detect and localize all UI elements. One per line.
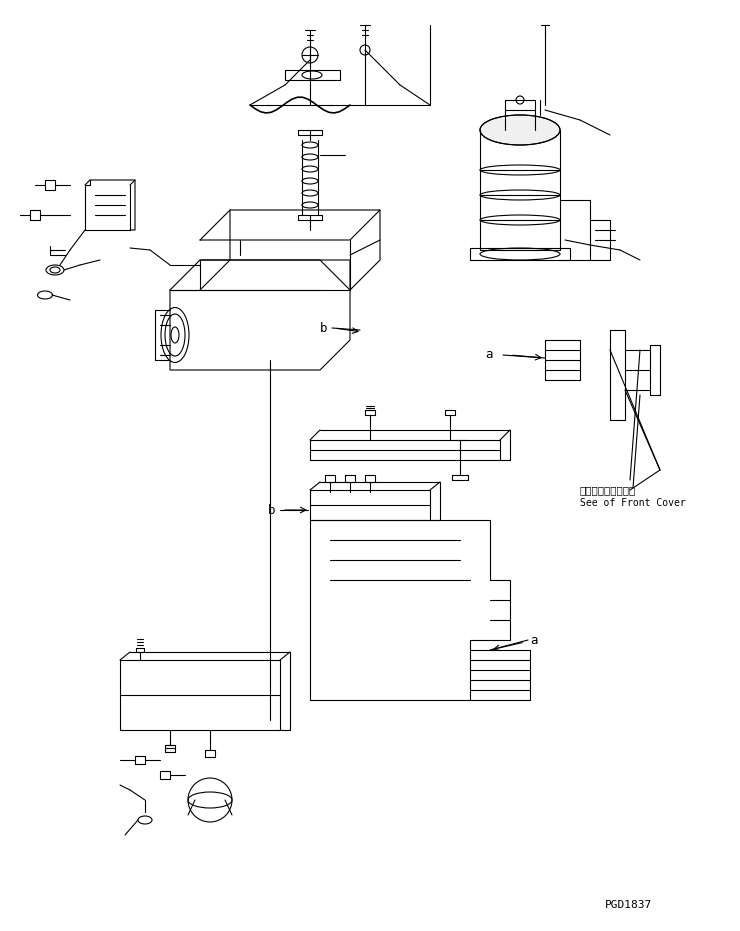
Text: a: a (530, 633, 537, 646)
Ellipse shape (480, 115, 560, 145)
Ellipse shape (171, 327, 179, 343)
Text: フロントカバー参照: フロントカバー参照 (580, 485, 636, 495)
Text: PGD1837: PGD1837 (605, 900, 652, 910)
Text: a: a (485, 348, 493, 361)
Text: b: b (320, 321, 328, 334)
Text: b: b (268, 504, 275, 517)
Text: See of Front Cover: See of Front Cover (580, 498, 686, 508)
